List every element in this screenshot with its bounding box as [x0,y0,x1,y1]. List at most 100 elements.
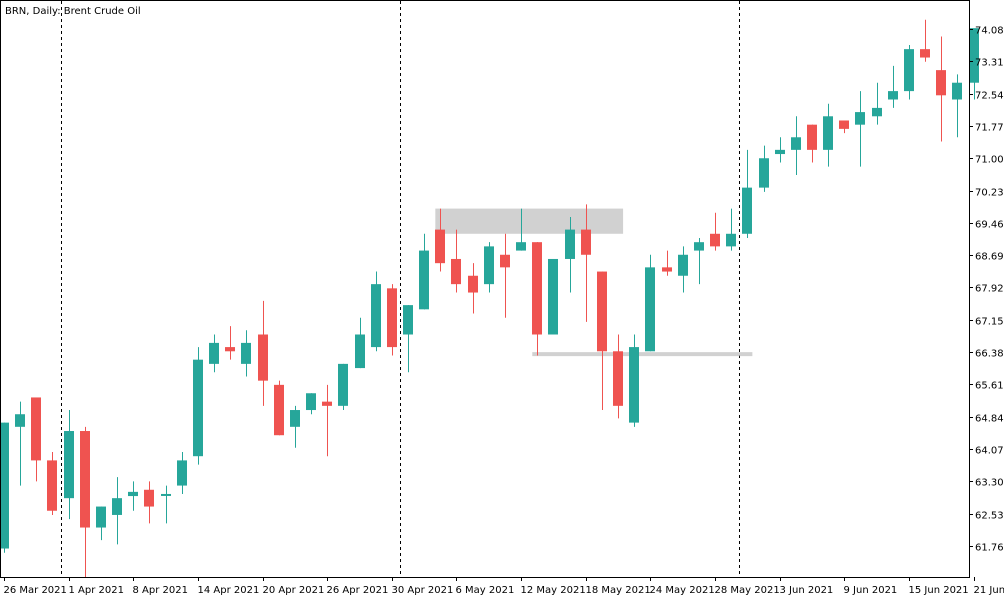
candle-body-55 [888,91,898,100]
candle-13[interactable] [209,334,219,373]
candle-41[interactable] [662,250,672,276]
y-tick-label: 69.46 [975,220,1004,231]
candle-body-5 [80,431,90,528]
candle-1[interactable] [15,401,25,486]
candle-21[interactable] [338,363,348,411]
candle-50[interactable] [807,124,817,163]
candle-28[interactable] [451,229,461,293]
x-tick-label: 6 May 2021 [456,585,515,596]
x-tick-label: 1 Apr 2021 [69,585,124,596]
x-tick-label: 28 May 2021 [715,585,780,596]
candle-6[interactable] [96,506,106,541]
candle-42[interactable] [678,246,688,293]
candle-46[interactable] [742,149,752,238]
candle-body-53 [855,112,865,125]
candle-57[interactable] [920,19,930,62]
candle-14[interactable] [225,326,235,360]
candle-body-2 [31,397,41,461]
candle-body-60 [969,28,979,83]
candle-35[interactable] [565,217,575,293]
candle-27[interactable] [435,208,445,272]
candle-59[interactable] [952,74,962,138]
candle-body-22 [355,334,365,369]
candle-4[interactable] [64,410,74,520]
candle-36[interactable] [581,204,591,322]
candle-9[interactable] [144,481,154,524]
x-tick-label: 26 Apr 2021 [327,585,389,596]
candle-39[interactable] [629,334,639,427]
candle-49[interactable] [791,116,801,176]
candle-45[interactable] [726,208,736,251]
candle-29[interactable] [468,263,478,314]
candle-body-48 [775,149,785,155]
candle-52[interactable] [839,120,849,134]
candle-19[interactable] [306,393,316,415]
y-tick-label: 74.08 [975,26,1004,37]
candle-10[interactable] [161,485,171,524]
candle-60[interactable] [969,28,979,100]
candle-33[interactable] [532,242,542,356]
candle-body-36 [581,229,591,255]
candle-18[interactable] [290,405,300,448]
candle-7[interactable] [112,477,122,545]
candle-11[interactable] [177,452,187,494]
candle-0[interactable] [0,422,9,553]
candle-5[interactable] [80,426,90,578]
candle-body-25 [403,305,413,335]
candle-32[interactable] [516,208,526,251]
candle-53[interactable] [855,91,865,167]
candle-body-46 [742,187,752,234]
candle-56[interactable] [904,44,914,100]
candle-23[interactable] [371,271,381,352]
candle-3[interactable] [47,452,57,515]
candle-30[interactable] [484,242,494,293]
candle-2[interactable] [31,397,41,482]
candle-38[interactable] [613,334,623,419]
candle-24[interactable] [387,284,397,356]
candle-body-8 [128,491,138,497]
candle-body-1 [15,414,25,427]
candle-31[interactable] [500,233,510,318]
x-axis: 26 Mar 2021 1 Apr 2021 8 Apr 2021 14 Apr 20… [4,577,1004,596]
candle-body-49 [791,137,801,150]
candle-12[interactable] [193,347,203,465]
y-tick-label: 70.23 [975,188,1004,199]
candle-15[interactable] [241,330,251,377]
x-tick-label: 30 Apr 2021 [392,585,454,596]
candle-body-11 [177,460,187,486]
candle-body-58 [936,70,946,96]
price-zones [435,208,753,357]
candle-54[interactable] [872,82,882,125]
candle-body-33 [532,242,542,335]
candle-34[interactable] [548,258,558,335]
candle-body-20 [322,401,332,406]
candle-26[interactable] [419,233,429,310]
candle-47[interactable] [759,145,769,192]
candle-51[interactable] [823,103,833,167]
candle-44[interactable] [710,212,720,251]
candle-58[interactable] [936,36,946,142]
candle-22[interactable] [355,317,365,369]
y-tick-label: 73.31 [975,58,1004,69]
candle-17[interactable] [274,380,284,436]
candle-body-28 [451,258,461,285]
candle-20[interactable] [322,384,332,457]
candle-16[interactable] [258,300,268,406]
candle-body-13 [209,342,219,364]
candle-8[interactable] [128,481,138,511]
period-separators [61,1,740,577]
candle-37[interactable] [597,271,607,411]
candle-43[interactable] [694,237,704,285]
y-axis: 74.08 73.31 72.54 71.77 71.00 70.23 69.46 68.69… [969,26,1004,554]
x-tick-label: 18 May 2021 [586,585,651,596]
y-tick-label: 64.84 [975,414,1004,425]
candle-48[interactable] [775,137,785,163]
x-tick-label: 26 Mar 2021 [4,585,67,596]
y-tick-label: 64.07 [975,446,1004,457]
candle-40[interactable] [645,254,655,352]
candle-25[interactable] [403,305,413,373]
candle-body-15 [241,342,251,364]
candle-55[interactable] [888,65,898,108]
